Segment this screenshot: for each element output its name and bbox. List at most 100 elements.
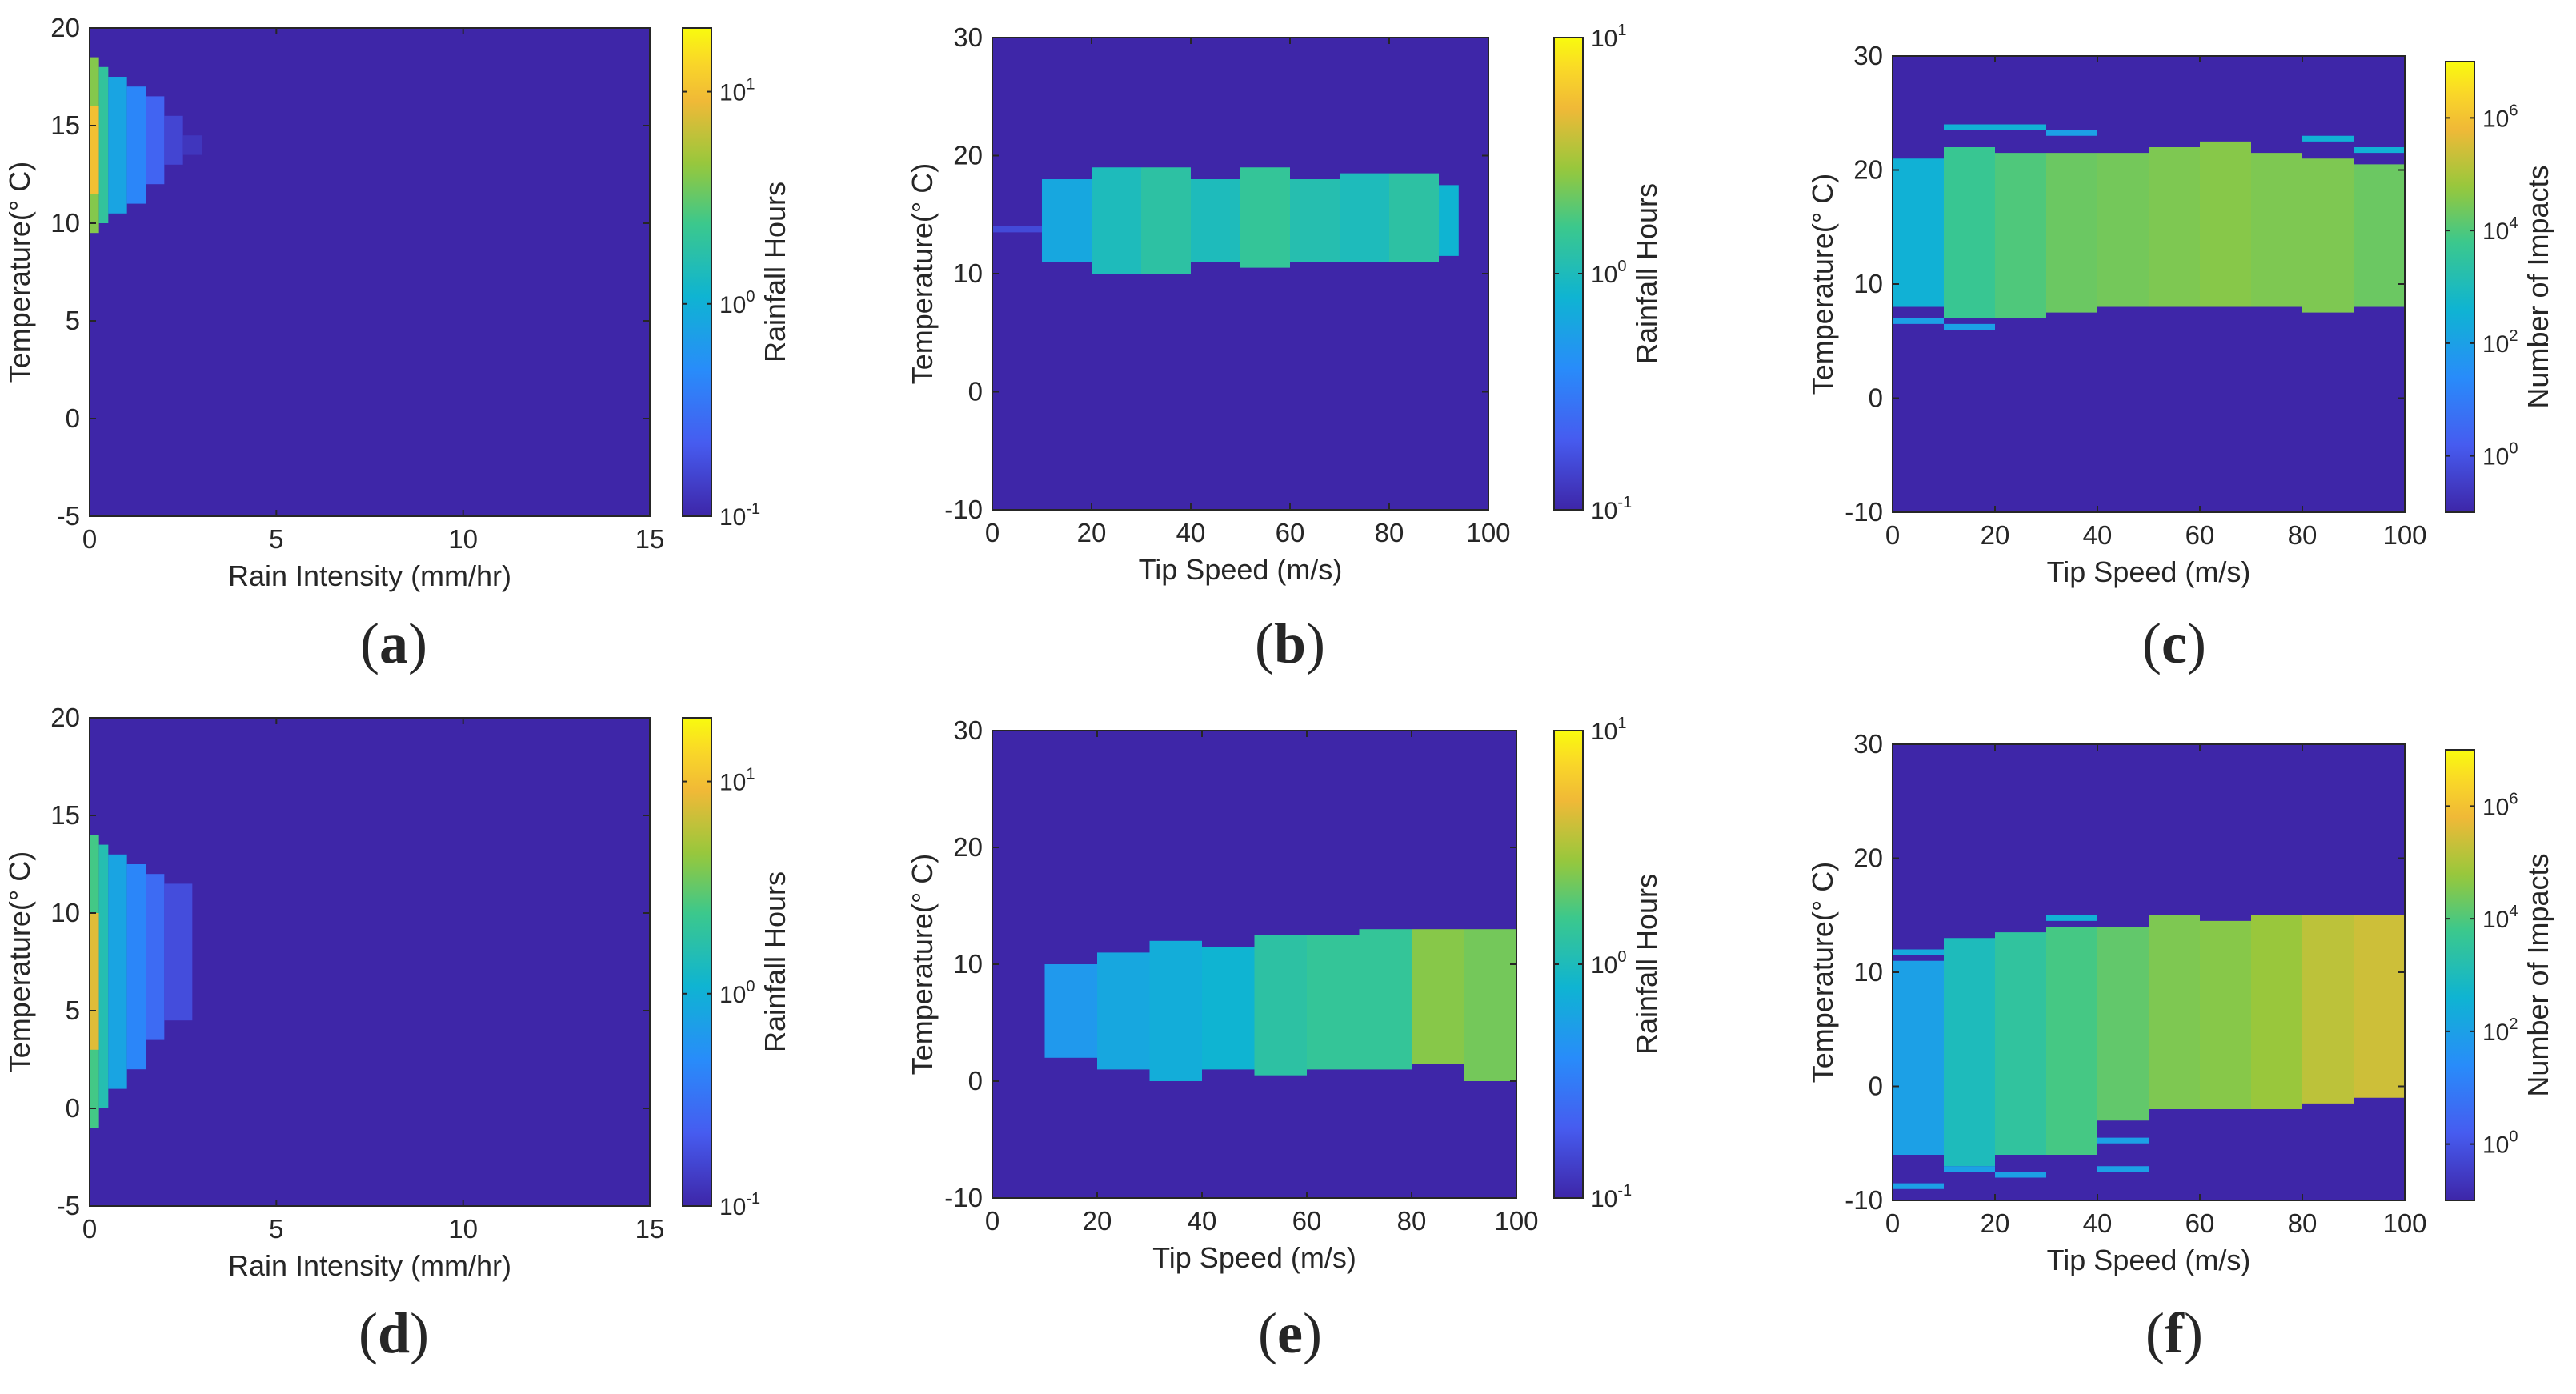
heatmap-cell bbox=[2149, 147, 2200, 307]
heatmap-cell bbox=[1044, 964, 1097, 1058]
heatmap-cell bbox=[2200, 920, 2251, 1109]
x-tick-label: 5 bbox=[269, 1214, 283, 1244]
heatmap-cell bbox=[1995, 153, 2046, 318]
y-tick-label: 0 bbox=[968, 377, 983, 407]
heatmap-cell bbox=[1092, 167, 1141, 274]
x-tick-label: 10 bbox=[448, 1214, 478, 1244]
y-tick-label: 0 bbox=[1869, 383, 1883, 413]
x-tick-label: 20 bbox=[1083, 1206, 1112, 1236]
heatmap-cell bbox=[2302, 158, 2354, 313]
x-axis-label: Tip Speed (m/s) bbox=[1139, 553, 1343, 586]
y-tick-label: 15 bbox=[50, 110, 80, 140]
x-tick-label: 60 bbox=[2185, 1208, 2215, 1238]
heatmap-cell bbox=[2046, 153, 2097, 313]
y-axis-label: Temperature(° C) bbox=[3, 851, 36, 1072]
colorbar-tick-label: 100 bbox=[1591, 258, 1627, 288]
x-tick-label: 40 bbox=[2083, 520, 2113, 550]
heatmap-cell bbox=[1893, 949, 1944, 955]
heatmap-cell bbox=[1149, 940, 1202, 1081]
x-tick-label: 80 bbox=[1375, 518, 1404, 547]
heatmap-cell bbox=[992, 226, 1042, 233]
colorbar-tick-label: 104 bbox=[2482, 903, 2518, 933]
colorbar-tick-label: 10-1 bbox=[1591, 1182, 1632, 1212]
y-tick-label: 10 bbox=[1853, 269, 1883, 298]
panel-label: (b) bbox=[1255, 611, 1325, 675]
colorbar-label: Rainfall Hours bbox=[759, 182, 791, 363]
colorbar-label: Rainfall Hours bbox=[1630, 183, 1663, 364]
x-tick-label: 0 bbox=[82, 1214, 97, 1244]
heatmap-cell bbox=[146, 96, 165, 185]
heatmap-cell bbox=[98, 66, 109, 223]
y-axis-label: Temperature(° C) bbox=[3, 162, 36, 383]
colorbar-tick-label: 10-1 bbox=[719, 500, 760, 531]
x-tick-label: 0 bbox=[1885, 1208, 1900, 1238]
heatmap-cell bbox=[1439, 185, 1459, 256]
colorbar-tick-label: 102 bbox=[2482, 327, 2518, 358]
y-tick-label: 0 bbox=[66, 1093, 80, 1123]
y-tick-label: 0 bbox=[968, 1066, 983, 1096]
x-tick-label: 80 bbox=[1397, 1206, 1427, 1236]
heatmap-cell bbox=[1097, 952, 1150, 1070]
heatmap-cell bbox=[1893, 1183, 1944, 1189]
x-axis-label: Tip Speed (m/s) bbox=[2047, 1244, 2251, 1276]
heatmap-cell bbox=[1389, 173, 1439, 262]
y-axis-label: Temperature(° C) bbox=[906, 854, 939, 1075]
heatmap-cell bbox=[1290, 179, 1340, 262]
x-tick-label: 20 bbox=[1981, 1208, 2010, 1238]
heatmap-cell bbox=[2354, 915, 2405, 1098]
x-tick-label: 60 bbox=[1292, 1206, 1322, 1236]
x-tick-label: 100 bbox=[1466, 518, 1510, 547]
panel-label: (c) bbox=[2142, 611, 2206, 675]
heatmap-cell bbox=[108, 854, 127, 1089]
colorbar-box bbox=[2445, 61, 2475, 513]
x-tick-label: 80 bbox=[2288, 1208, 2318, 1238]
y-tick-label: -10 bbox=[944, 495, 983, 524]
y-tick-label: 20 bbox=[50, 703, 80, 732]
heatmap-cell bbox=[2097, 1137, 2149, 1144]
heatmap-cell bbox=[1340, 173, 1389, 262]
colorbar-label: Rainfall Hours bbox=[1630, 874, 1663, 1055]
y-tick-label: 0 bbox=[66, 403, 80, 433]
colorbar bbox=[683, 28, 711, 516]
x-tick-label: 100 bbox=[2382, 520, 2426, 550]
y-axis-label: Temperature(° C) bbox=[1806, 174, 1839, 395]
colorbar-tick-label: 101 bbox=[719, 766, 755, 796]
heatmap-cell bbox=[126, 86, 146, 204]
heatmap-cell bbox=[2200, 141, 2251, 307]
y-tick-label: 30 bbox=[953, 715, 983, 745]
plot-background bbox=[992, 38, 1488, 510]
colorbar-tick-label: 100 bbox=[719, 288, 755, 318]
x-tick-label: 0 bbox=[985, 1206, 1000, 1236]
axes-box bbox=[89, 27, 651, 517]
heatmap-cell bbox=[1240, 167, 1290, 268]
y-tick-label: 10 bbox=[1853, 957, 1883, 987]
x-tick-label: 10 bbox=[448, 524, 478, 554]
y-tick-label: 5 bbox=[66, 306, 80, 335]
heatmap-cell bbox=[2251, 915, 2302, 1109]
heatmap-cell bbox=[146, 874, 165, 1040]
y-tick-label: 20 bbox=[953, 832, 983, 862]
colorbar-tick-label: 100 bbox=[1591, 948, 1627, 979]
x-tick-label: 0 bbox=[985, 518, 1000, 547]
colorbar-label: Number of Impacts bbox=[2522, 165, 2554, 408]
x-tick-label: 40 bbox=[2083, 1208, 2113, 1238]
y-axis-label: Temperature(° C) bbox=[1806, 862, 1839, 1083]
x-tick-label: 0 bbox=[82, 524, 97, 554]
y-tick-label: 30 bbox=[1853, 729, 1883, 759]
x-tick-label: 60 bbox=[2185, 520, 2215, 550]
colorbar bbox=[2446, 62, 2474, 512]
y-tick-label: 10 bbox=[953, 949, 983, 979]
x-tick-label: 80 bbox=[2288, 520, 2318, 550]
colorbar bbox=[683, 718, 711, 1206]
colorbar-tick-label: 101 bbox=[1591, 22, 1627, 52]
colorbar-tick-label: 100 bbox=[719, 978, 755, 1008]
heatmap-cell bbox=[2097, 927, 2149, 1121]
heatmap-cell bbox=[1944, 938, 1995, 1167]
colorbar-tick-label: 100 bbox=[2482, 1128, 2518, 1159]
x-tick-label: 5 bbox=[269, 524, 283, 554]
colorbar-tick-label: 100 bbox=[2482, 440, 2518, 471]
